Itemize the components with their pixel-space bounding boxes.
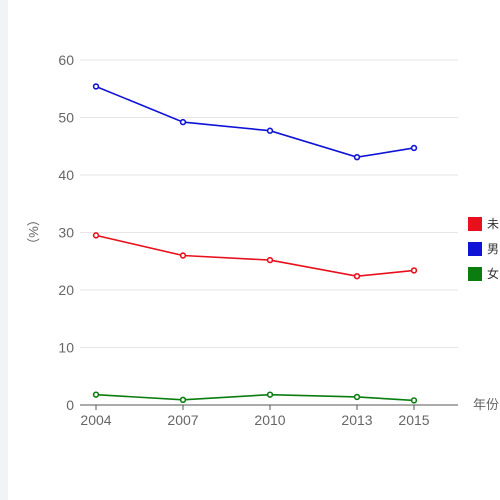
data-point[interactable] bbox=[92, 391, 100, 398]
series-lines bbox=[92, 83, 418, 404]
series-line-2 bbox=[95, 393, 415, 402]
axes: 0 10 20 30 40 50 60 2004 2007 2010 2013 2015 bbox=[58, 52, 458, 428]
x-tick-label: 2004 bbox=[80, 412, 111, 428]
x-tick-label: 2010 bbox=[254, 412, 285, 428]
data-point[interactable] bbox=[179, 396, 187, 404]
y-tick-label: 60 bbox=[58, 52, 74, 68]
legend-swatch[interactable] bbox=[468, 242, 482, 256]
legend-label[interactable]: 未 bbox=[487, 217, 499, 231]
legend: 未男女 bbox=[468, 217, 499, 281]
x-tick-label: 2015 bbox=[398, 412, 429, 428]
y-tick-label: 0 bbox=[66, 397, 74, 413]
y-tick-label: 20 bbox=[58, 282, 74, 298]
data-point[interactable] bbox=[353, 153, 361, 161]
series-line-1 bbox=[95, 85, 415, 158]
data-point[interactable] bbox=[266, 391, 274, 398]
data-point[interactable] bbox=[92, 232, 100, 239]
y-tick-label: 40 bbox=[58, 167, 74, 183]
left-edge-strip bbox=[0, 0, 8, 500]
data-point[interactable] bbox=[410, 397, 418, 404]
x-tick-label: 2007 bbox=[167, 412, 198, 428]
legend-label[interactable]: 女 bbox=[487, 266, 499, 281]
data-point[interactable] bbox=[410, 144, 418, 152]
data-point[interactable] bbox=[353, 273, 361, 280]
grid-lines bbox=[80, 59, 458, 348]
legend-swatch[interactable] bbox=[468, 267, 482, 281]
legend-label[interactable]: 男 bbox=[487, 242, 499, 256]
legend-swatch[interactable] bbox=[468, 217, 482, 231]
data-point[interactable] bbox=[92, 83, 100, 90]
data-point[interactable] bbox=[266, 127, 274, 134]
data-point[interactable] bbox=[179, 252, 187, 259]
x-tick-label: 2013 bbox=[341, 412, 372, 428]
series-line-0 bbox=[95, 234, 415, 278]
data-point[interactable] bbox=[266, 256, 274, 264]
y-axis-title: （%） bbox=[26, 213, 41, 251]
y-tick-label: 10 bbox=[58, 340, 74, 356]
data-point[interactable] bbox=[410, 267, 418, 274]
data-point[interactable] bbox=[353, 393, 361, 401]
data-point[interactable] bbox=[179, 118, 187, 126]
y-tick-label: 50 bbox=[58, 110, 74, 126]
y-tick-label: 30 bbox=[58, 225, 74, 241]
x-axis-title: 年份 bbox=[473, 397, 499, 412]
